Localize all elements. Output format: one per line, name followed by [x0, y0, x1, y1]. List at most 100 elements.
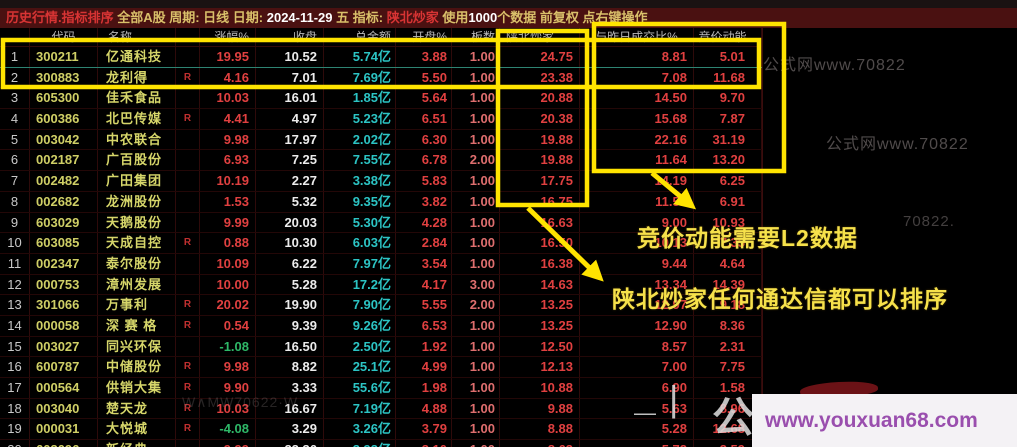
close-price: 16.67 — [256, 398, 324, 419]
total-amount: 9.35亿 — [324, 191, 396, 212]
open-pct: 6.53 — [396, 315, 452, 336]
total-amount: 6.03亿 — [324, 233, 396, 253]
stock-name: 供销大集 — [98, 378, 176, 398]
column-header-change-pct[interactable]: 涨幅% — [200, 28, 256, 46]
table-row[interactable]: 6 002187 广百股份 6.93 7.25 7.55亿 6.78 2.00 19.88 11.… — [0, 150, 762, 172]
stock-name: 漳州发展 — [98, 274, 176, 295]
table-row[interactable]: 18 003040 楚天龙 R 10.03 16.67 7.19亿 4.88 1.00 9.88 5… — [0, 398, 762, 420]
open-pct: 4.88 — [396, 398, 452, 419]
board-count: 3.00 — [452, 274, 500, 295]
table-row[interactable]: 13 301066 万事利 R 20.02 19.90 7.90亿 5.55 2.00 13.25… — [0, 295, 762, 316]
column-header-vs-yesterday-volume-ratio[interactable]: 与昨日成交比% — [580, 28, 694, 46]
open-pct: 1.92 — [396, 336, 452, 357]
shanbei-indicator: 20.38 — [500, 109, 580, 129]
vs-yesterday-volume-ratio: 22.16 — [580, 129, 694, 150]
row-number: 7 — [0, 171, 30, 191]
stock-code: 300211 — [30, 47, 98, 67]
table-row[interactable]: 20603096新经典 9.9922.363.93亿3.101.008.635.7… — [0, 440, 762, 447]
table-row[interactable]: 11 002347 泰尔股份 10.09 6.22 7.97亿 3.54 1.00 16.38 9… — [0, 253, 762, 275]
change-pct: 10.03 — [200, 398, 256, 419]
column-header-close-price[interactable]: 收盘 — [256, 28, 324, 46]
shanbei-indicator: 12.13 — [500, 357, 580, 377]
table-row[interactable]: 17 000564 供销大集 R 9.90 3.33 55.6亿 1.98 1.00 10.88 6… — [0, 378, 762, 399]
shanbei-indicator: 13.25 — [500, 315, 580, 336]
board-count: 1.00 — [452, 233, 500, 253]
stock-code: 003027 — [30, 336, 98, 357]
total-amount: 7.90亿 — [324, 295, 396, 315]
r-flag — [176, 150, 200, 171]
close-price: 10.30 — [256, 233, 324, 253]
brand-url: www.youxuan68.com — [765, 409, 978, 432]
shanbei-indicator: 23.38 — [500, 67, 580, 88]
total-amount: 2.02亿 — [324, 129, 396, 150]
close-price: 22.36 — [256, 440, 324, 447]
table-row[interactable]: 12 000753 漳州发展 10.00 5.28 17.2亿 4.17 3.00 14.63 1… — [0, 274, 762, 296]
total-amount: 5.30亿 — [324, 212, 396, 233]
table-row[interactable]: 15 003027 同兴环保 -1.08 16.50 2.50亿 1.92 1.00 12.50… — [0, 336, 762, 358]
table-row[interactable]: 9 603029 天鹅股份 9.99 20.03 5.30亿 4.28 1.00 16.63 9.… — [0, 212, 762, 234]
auction-energy: 11.68 — [694, 67, 762, 88]
r-flag: R — [176, 233, 200, 253]
row-number: 8 — [0, 191, 30, 212]
close-price: 2.27 — [256, 171, 324, 191]
stock-code: 603029 — [30, 212, 98, 233]
column-header-total-amount[interactable]: 总金额 — [324, 28, 396, 46]
column-header-r-flag[interactable] — [176, 28, 200, 46]
table-row[interactable]: 1 300211 亿通科技 19.95 10.52 5.74亿 3.88 1.00 24.75 8… — [0, 47, 762, 68]
table-row[interactable]: 4 600386 北巴传媒 R 4.41 4.97 5.23亿 6.51 1.00 20.38 15… — [0, 109, 762, 130]
column-header-stock-code[interactable]: 代码 — [30, 28, 98, 46]
change-pct: 0.54 — [200, 315, 256, 336]
vs-yesterday-volume-ratio: 12.97 — [580, 295, 694, 315]
shanbei-indicator: 8.88 — [500, 419, 580, 440]
stock-name: 天成自控 — [98, 233, 176, 253]
table-row[interactable]: 19 000031 大悦城 R -4.08 3.29 3.26亿 3.79 1.00 8.88 5.… — [0, 419, 762, 441]
r-flag — [176, 253, 200, 274]
total-amount: 7.69亿 — [324, 67, 396, 88]
stock-name: 大悦城 — [98, 419, 176, 440]
total-amount: 7.55亿 — [324, 150, 396, 171]
table-row[interactable]: 8 002682 龙洲股份 1.53 5.32 9.35亿 3.82 1.00 16.75 11.… — [0, 191, 762, 213]
stock-code: 002347 — [30, 253, 98, 274]
open-pct: 3.54 — [396, 253, 452, 274]
open-pct: 3.79 — [396, 419, 452, 440]
vs-yesterday-volume-ratio: 5.28 — [580, 419, 694, 440]
r-flag — [176, 88, 200, 109]
board-count: 2.00 — [452, 295, 500, 315]
shanbei-indicator: 13.25 — [500, 295, 580, 315]
table-row[interactable]: 10 603085 天成自控 R 0.88 10.30 6.03亿 2.84 1.00 16.50… — [0, 233, 762, 254]
auction-energy: 4.64 — [694, 253, 762, 274]
table-row[interactable]: 14 000058 深 赛 格 R 0.54 9.39 9.26亿 6.53 1.00 13.25… — [0, 315, 762, 337]
table-row[interactable]: 2 300883 龙利得 R 4.16 7.01 7.69亿 5.50 1.00 23.38 7.0… — [0, 67, 762, 89]
auction-energy: 14.39 — [694, 274, 762, 295]
table-row[interactable]: 5 003042 中农联合 9.98 17.97 2.02亿 6.30 1.00 19.88 22… — [0, 129, 762, 151]
row-number: 14 — [0, 315, 30, 336]
open-pct: 5.50 — [396, 67, 452, 88]
vs-yesterday-volume-ratio: 5.63 — [580, 398, 694, 419]
auction-energy: 6.91 — [694, 191, 762, 212]
column-header-board-count[interactable]: 板数 — [452, 28, 500, 46]
total-amount: 7.19亿 — [324, 398, 396, 419]
close-price: 10.52 — [256, 47, 324, 67]
table-row[interactable]: 3 605300 佳禾食品 10.03 16.01 1.85亿 5.64 1.00 20.88 1… — [0, 88, 762, 110]
board-count: 1.00 — [452, 378, 500, 398]
change-pct: 10.19 — [200, 171, 256, 191]
total-amount: 55.6亿 — [324, 378, 396, 398]
auction-energy: 7.35 — [694, 233, 762, 253]
vs-yesterday-volume-ratio: 11.64 — [580, 150, 694, 171]
column-header-open-pct[interactable]: 开盘% — [396, 28, 452, 46]
table-row[interactable]: 16 600787 中储股份 R 9.98 8.82 25.1亿 4.99 1.00 12.13 7… — [0, 357, 762, 378]
stock-name: 中储股份 — [98, 357, 176, 377]
column-header-auction-energy[interactable]: 竞价动能 — [694, 28, 762, 46]
stock-code: 002482 — [30, 171, 98, 191]
column-header-shanbei-indicator[interactable]: 陕北炒家 — [500, 28, 580, 46]
r-flag — [176, 440, 200, 447]
total-amount: 1.85亿 — [324, 88, 396, 109]
column-header-row-number[interactable] — [0, 28, 30, 46]
auction-energy: 7.87 — [694, 109, 762, 129]
stock-code: 000058 — [30, 315, 98, 336]
close-price: 19.90 — [256, 295, 324, 315]
stock-name: 中农联合 — [98, 129, 176, 150]
auction-energy: 2.31 — [694, 336, 762, 357]
table-row[interactable]: 7 002482 广田集团 10.19 2.27 3.38亿 5.83 1.00 17.75 14… — [0, 171, 762, 192]
column-header-stock-name[interactable]: 名称 — [98, 28, 176, 46]
